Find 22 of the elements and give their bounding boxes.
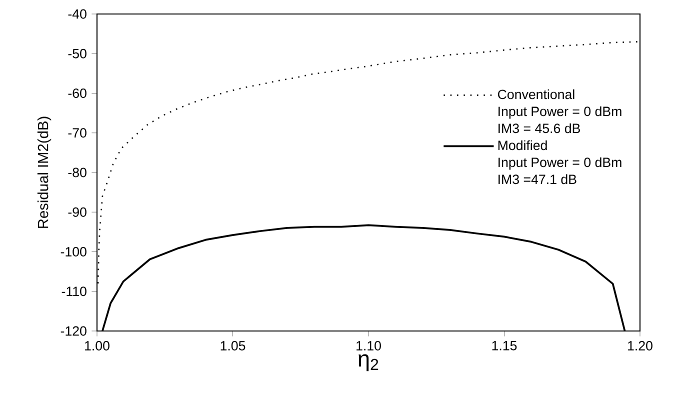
y-tick-label: -50 [68, 48, 86, 58]
annotation: IM3 = 45.6 dB [498, 123, 580, 134]
y-tick-label: -120 [60, 326, 86, 336]
y-tick-label: -80 [68, 168, 86, 178]
x-tick-label: 1.10 [356, 341, 381, 350]
annotation: Input Power = 0 dBm [498, 106, 622, 119]
annotation: Input Power = 0 dBm [498, 157, 622, 170]
x-tick-label: 1.20 [628, 341, 652, 350]
y-tick-label: -60 [68, 88, 86, 98]
annotation: IM3 =47.1 dB [498, 174, 576, 184]
y-tick-label: -40 [68, 9, 86, 19]
y-tick-label: -70 [68, 128, 86, 138]
y-tick-label: -100 [60, 247, 86, 256]
x-axis-title: η$_{2}$ [358, 354, 378, 372]
x-tick-label: 1.00 [85, 341, 110, 350]
y-axis-title: Residual IM2(dB) [37, 116, 52, 228]
y-tick-label: -90 [68, 207, 86, 217]
x-tick-label: 1.05 [220, 341, 246, 350]
x-tick-label: 1.15 [492, 341, 517, 350]
legend-label: Conventional [498, 89, 574, 100]
legend-label: Modified [498, 140, 547, 150]
y-tick-label: -110 [62, 286, 86, 296]
